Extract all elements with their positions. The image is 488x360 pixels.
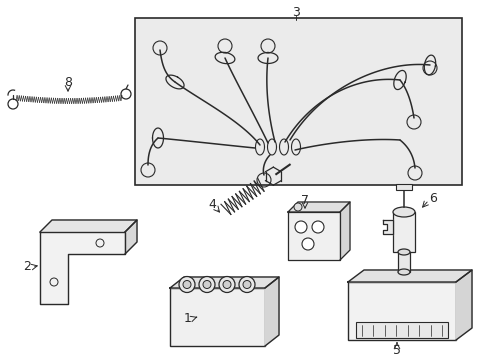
Circle shape — [302, 238, 313, 250]
Bar — [395, 184, 411, 190]
Circle shape — [223, 280, 230, 288]
Ellipse shape — [392, 207, 414, 217]
Polygon shape — [339, 202, 349, 260]
Bar — [347, 282, 455, 340]
Polygon shape — [170, 277, 279, 288]
Text: 5: 5 — [392, 343, 400, 356]
Bar — [392, 212, 414, 252]
Circle shape — [239, 276, 254, 292]
Circle shape — [293, 203, 302, 211]
Polygon shape — [125, 220, 137, 254]
Circle shape — [199, 276, 215, 292]
Polygon shape — [287, 212, 339, 260]
Polygon shape — [40, 220, 137, 232]
Polygon shape — [264, 277, 279, 346]
Circle shape — [294, 221, 306, 233]
Text: 7: 7 — [301, 194, 308, 207]
Ellipse shape — [397, 249, 409, 255]
Circle shape — [243, 280, 250, 288]
Text: 8: 8 — [64, 76, 72, 89]
Text: 1: 1 — [183, 311, 192, 324]
Polygon shape — [287, 202, 349, 212]
Circle shape — [183, 280, 191, 288]
Polygon shape — [347, 270, 471, 282]
Polygon shape — [40, 232, 125, 304]
Bar — [397, 252, 409, 272]
Circle shape — [179, 276, 195, 292]
Circle shape — [311, 221, 324, 233]
Circle shape — [203, 280, 210, 288]
Text: 6: 6 — [428, 192, 436, 204]
Polygon shape — [382, 220, 392, 234]
Bar — [135, 18, 461, 185]
Bar — [170, 288, 264, 346]
Text: 2: 2 — [23, 261, 31, 274]
Bar — [355, 322, 447, 338]
Text: 3: 3 — [291, 5, 299, 18]
Text: 4: 4 — [207, 198, 216, 211]
Polygon shape — [455, 270, 471, 340]
Ellipse shape — [397, 269, 409, 275]
Circle shape — [219, 276, 235, 292]
